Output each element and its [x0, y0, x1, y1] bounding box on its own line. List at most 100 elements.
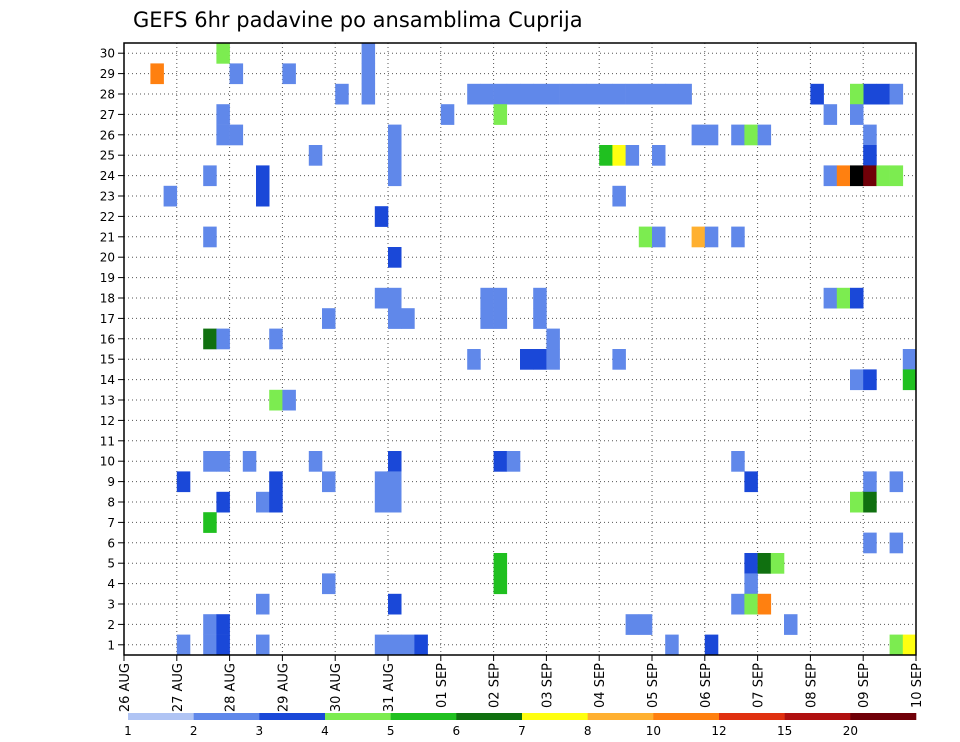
heatmap-cell [520, 349, 534, 370]
y-tick-label: 8 [107, 496, 115, 510]
heatmap-cell [665, 83, 679, 105]
heatmap-cell [638, 226, 653, 248]
y-tick-label: 13 [100, 394, 115, 408]
heatmap-cell [506, 451, 521, 472]
colorbar-segment [128, 713, 194, 720]
y-tick-label: 18 [100, 292, 115, 306]
heatmap-cell [889, 165, 904, 187]
heatmap-cell [374, 287, 389, 309]
heatmap-cell [374, 471, 389, 493]
x-tick-label: 09 SEP [857, 663, 872, 708]
heatmap-cell [388, 634, 402, 656]
heatmap-cell [678, 83, 692, 105]
heatmap-cell [493, 308, 508, 329]
x-tick-label: 10 SEP [910, 663, 925, 708]
colorbar-label: 7 [518, 724, 526, 738]
y-tick-label: 24 [100, 169, 115, 183]
heatmap-cell [638, 614, 653, 635]
y-tick-label: 29 [100, 67, 115, 81]
y-tick-label: 25 [100, 149, 115, 163]
y-tick-label: 14 [100, 373, 115, 387]
heatmap-cell [863, 165, 877, 187]
y-tick-label: 10 [100, 455, 115, 469]
heatmap-cell [256, 185, 270, 207]
heatmap-cell [823, 287, 838, 309]
colorbar-label: 3 [256, 724, 264, 738]
heatmap-cell [388, 471, 402, 493]
x-tick-label: 31 AUG [382, 663, 397, 712]
heatmap-cell [625, 614, 640, 635]
y-tick-label: 27 [100, 108, 115, 122]
heatmap-cell [493, 553, 508, 574]
heatmap-cell [520, 83, 534, 105]
heatmap-cell [902, 634, 917, 656]
heatmap-cell [625, 83, 640, 105]
heatmap-cell [493, 287, 508, 309]
heatmap-cell [480, 83, 494, 105]
x-tick-label: 30 AUG [329, 663, 344, 712]
x-tick-label: 07 SEP [752, 663, 767, 708]
heatmap-cell [269, 389, 283, 411]
colorbar-segment [456, 713, 523, 720]
x-tick-label: 27 AUG [171, 663, 186, 712]
heatmap-cell [176, 471, 191, 493]
heatmap-cell [322, 471, 336, 493]
heatmap-cell [599, 83, 613, 105]
heatmap-cell [203, 451, 217, 472]
heatmap-cell [652, 145, 666, 166]
heatmap-cell [665, 634, 679, 656]
colorbar-label: 5 [387, 724, 395, 738]
y-tick-label: 22 [100, 210, 115, 224]
heatmap-cell [322, 573, 336, 595]
heatmap-cell [889, 83, 904, 105]
y-tick-label: 20 [100, 251, 115, 265]
heatmap-cell [863, 532, 877, 554]
heatmap-cell [269, 328, 283, 350]
y-tick-label: 30 [100, 47, 115, 61]
heatmap-cell [850, 491, 864, 513]
heatmap-cell [744, 593, 758, 615]
heatmap-cell [731, 451, 745, 472]
colorbar-segment [259, 713, 326, 720]
heatmap-cell [889, 532, 904, 554]
heatmap-cell [533, 308, 547, 329]
heatmap-cell [388, 165, 402, 187]
heatmap-cell [533, 287, 547, 309]
colorbar: 1 2 3 4 5 6 7 8 10 12 15 20 [124, 713, 917, 738]
colorbar-segment [653, 713, 720, 720]
y-tick-label: 26 [100, 128, 115, 142]
x-tick-label: 29 AUG [276, 663, 291, 712]
y-tick-label: 16 [100, 332, 115, 346]
heatmap-cell [744, 124, 758, 146]
heatmap-cell [440, 104, 455, 125]
heatmap-cell [322, 308, 336, 329]
colorbar-label: 8 [584, 724, 592, 738]
y-tick-label: 2 [107, 618, 115, 632]
heatmap-cell [731, 124, 745, 146]
heatmap-cell [744, 573, 758, 595]
colorbar-segment [325, 713, 391, 720]
heatmap-cell [850, 104, 864, 125]
heatmap-cell [546, 83, 560, 105]
x-tick-label: 04 SEP [593, 663, 608, 708]
y-tick-label: 9 [107, 475, 115, 489]
heatmap-cell [493, 451, 508, 472]
y-tick-label: 28 [100, 88, 115, 102]
heatmap-cell [388, 491, 402, 513]
colorbar-segment [784, 713, 851, 720]
y-tick-label: 5 [107, 557, 115, 571]
y-tick-label: 21 [100, 230, 115, 244]
heatmap-cell [652, 226, 666, 248]
heatmap-cell [256, 491, 270, 513]
y-tick-label: 1 [107, 638, 115, 652]
plot-frame [123, 42, 917, 656]
heatmap-cell [216, 634, 230, 656]
heatmap-cell [889, 471, 904, 493]
colorbar-label: 20 [843, 724, 858, 738]
x-tick-label: 03 SEP [540, 663, 555, 708]
heatmap-cell [546, 349, 560, 370]
heatmap-cell [823, 165, 838, 187]
x-tick-label: 05 SEP [646, 663, 661, 708]
colorbar-label: 10 [646, 724, 661, 738]
heatmap-cell [652, 83, 666, 105]
